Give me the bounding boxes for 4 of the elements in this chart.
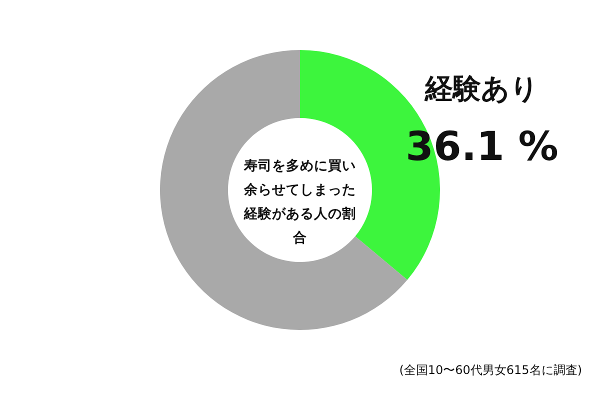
text: 寿司を多めに買い余らせてしまった経験がある人の割合 [242, 157, 357, 248]
slice-label: 経験あり [425, 71, 539, 107]
text: (全国10〜60代男女615名に調査) [399, 362, 582, 379]
donut-slice [160, 50, 408, 330]
